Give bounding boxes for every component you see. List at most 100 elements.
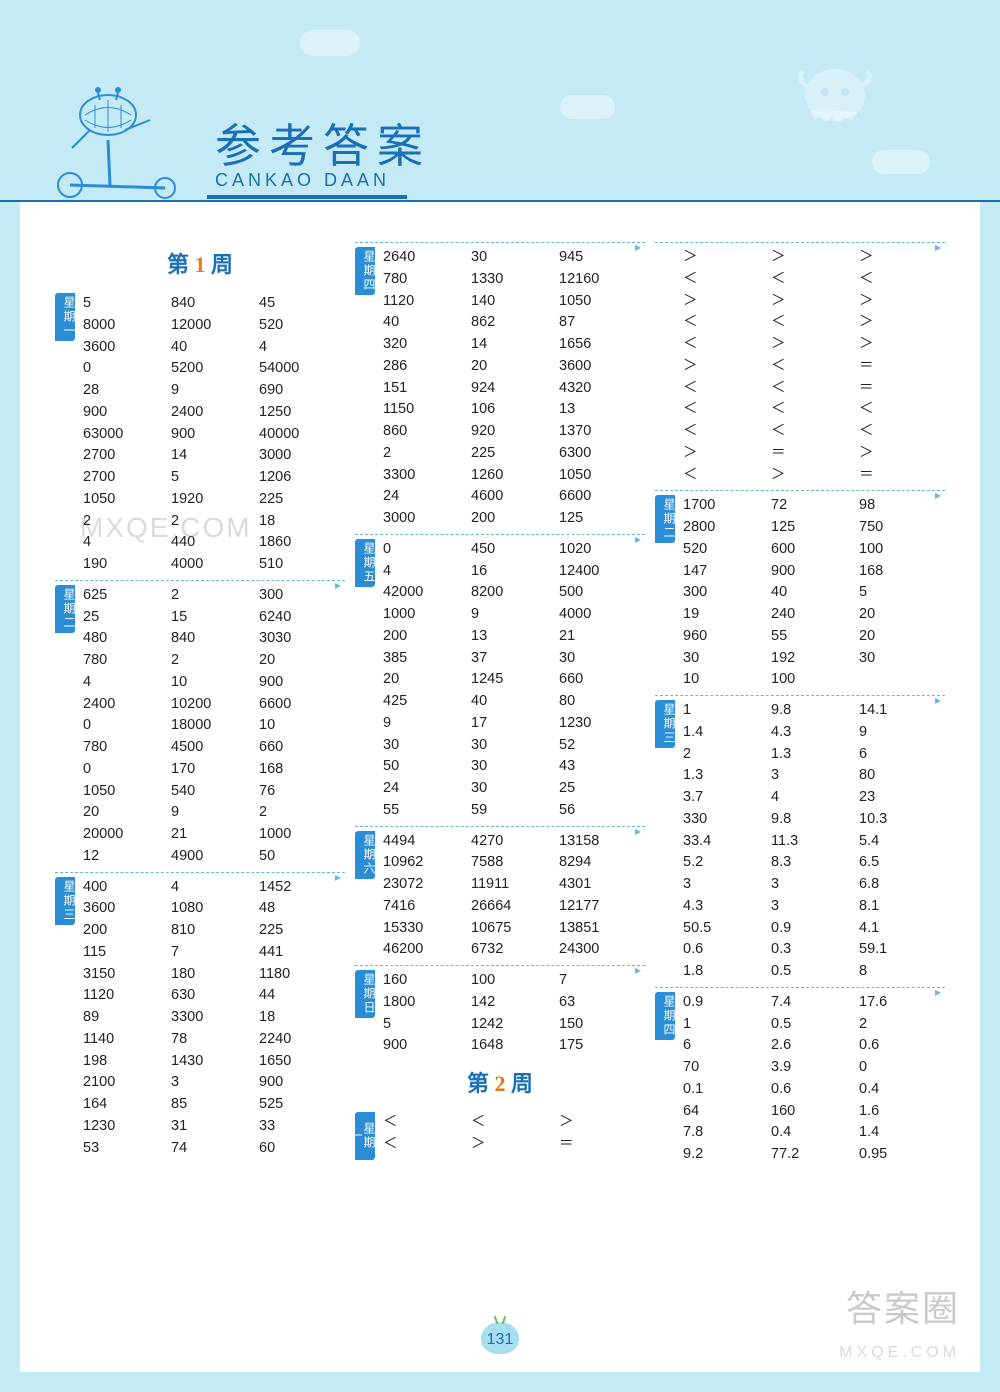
table-row: 0.97.417.6 xyxy=(681,992,945,1014)
arrow-icon: ▸ xyxy=(935,238,941,256)
table-row: 270051206 xyxy=(81,467,345,489)
table-row: 7804500660 xyxy=(81,737,345,759)
day-section: ▸星期二170072982800125750520600100147900168… xyxy=(655,490,945,695)
table-row: ＜＜＜ xyxy=(681,269,945,291)
table-row: ＜＞＝ xyxy=(381,1134,645,1156)
table-row: 2218 xyxy=(81,511,345,533)
arrow-icon: ▸ xyxy=(935,691,941,709)
table-row: 16485525 xyxy=(81,1094,345,1116)
day-section: ▸星期五045010204161240042000820050010009400… xyxy=(355,534,645,826)
table-row: 2400102006600 xyxy=(81,694,345,716)
answer-table: 1601007180014263512421509001648175 xyxy=(381,970,645,1057)
day-section: ▸星期四0.97.417.610.5262.60.6703.900.10.60.… xyxy=(655,987,945,1170)
table-row: 04501020 xyxy=(381,539,645,561)
table-row: 1.44.39 xyxy=(681,722,945,744)
table-row: 1.3380 xyxy=(681,765,945,787)
table-row: 19.814.1 xyxy=(681,700,945,722)
table-row: 1140782240 xyxy=(81,1029,345,1051)
table-row: 503043 xyxy=(381,756,645,778)
table-row: 115010613 xyxy=(381,399,645,421)
robot-icon xyxy=(50,70,190,200)
table-row: 703.90 xyxy=(681,1057,945,1079)
table-row: 9605520 xyxy=(681,626,945,648)
week-title: 第 1 周 xyxy=(55,248,345,281)
page-header: 参考答案 CANKAO DAAN xyxy=(0,0,1000,202)
table-row: 330012601050 xyxy=(381,465,645,487)
table-row: 420008200500 xyxy=(381,582,645,604)
table-row: 1924020 xyxy=(681,604,945,626)
day-tag: 星期四 xyxy=(355,247,375,295)
table-row: 1.80.58 xyxy=(681,961,945,983)
table-row: 46200673224300 xyxy=(381,939,645,961)
day-tag: 星期一 xyxy=(55,293,75,341)
table-row: 105054076 xyxy=(81,781,345,803)
table-row: 4086287 xyxy=(381,312,645,334)
table-row: 336.8 xyxy=(681,874,945,896)
day-section: ▸星期日1601007180014263512421509001648175 xyxy=(355,965,645,1061)
table-row: 3600404 xyxy=(81,337,345,359)
table-row: 3600108048 xyxy=(81,898,345,920)
table-row: 2001321 xyxy=(381,626,645,648)
answer-column: 第 1 周星期一 58404580001200052036004040520054… xyxy=(55,242,345,1170)
table-row: 1519244320 xyxy=(381,378,645,400)
table-row: 410900 xyxy=(81,672,345,694)
table-row: ＜＜＝ xyxy=(681,378,945,400)
table-row: 2092 xyxy=(81,802,345,824)
table-row: 1601007 xyxy=(381,970,645,992)
table-row: 147900168 xyxy=(681,561,945,583)
table-row: 641601.6 xyxy=(681,1101,945,1123)
table-row: 555956 xyxy=(381,800,645,822)
table-row: 584045 xyxy=(81,293,345,315)
table-row: 6300090040000 xyxy=(81,424,345,446)
table-row: ＜＞＝ xyxy=(681,465,945,487)
table-row: 9001648175 xyxy=(381,1035,645,1057)
table-row: 100094000 xyxy=(381,604,645,626)
table-row: 2800125750 xyxy=(681,517,945,539)
table-row: 41612400 xyxy=(381,561,645,583)
table-row: 286203600 xyxy=(381,356,645,378)
answer-table: 1700729828001257505206001001479001683004… xyxy=(681,495,945,691)
table-row: ＜＜＞ xyxy=(381,1112,645,1134)
table-row: 12490050 xyxy=(81,846,345,868)
table-row: 3853730 xyxy=(381,648,645,670)
table-row: 10.52 xyxy=(681,1014,945,1036)
table-row: 3309.810.3 xyxy=(681,809,945,831)
title-pinyin: CANKAO DAAN xyxy=(215,170,390,191)
table-row: ＜＜＞ xyxy=(681,312,945,334)
table-row: 800012000520 xyxy=(81,315,345,337)
table-row: 21003900 xyxy=(81,1072,345,1094)
day-section: 星期一＜＜＞＜＞＝ xyxy=(355,1108,645,1160)
table-row: ＜＜＜ xyxy=(681,399,945,421)
table-row: 4808403030 xyxy=(81,628,345,650)
table-row: 7.80.41.4 xyxy=(681,1122,945,1144)
arrow-icon: ▸ xyxy=(635,961,641,979)
answer-table: 0450102041612400420008200500100094000200… xyxy=(381,539,645,822)
table-row: 3019230 xyxy=(681,648,945,670)
table-row: 3.7423 xyxy=(681,787,945,809)
table-row: 5.28.36.5 xyxy=(681,852,945,874)
table-row: 1904000510 xyxy=(81,554,345,576)
table-row: 6252300 xyxy=(81,585,345,607)
day-section: ▸星期三19.814.11.44.3921.361.33803.74233309… xyxy=(655,695,945,987)
table-row: ＞＝＞ xyxy=(681,443,945,465)
table-row: 320141656 xyxy=(381,334,645,356)
day-section: ▸星期三400414523600108048200810225115744131… xyxy=(55,872,345,1164)
table-row: 9.277.20.95 xyxy=(681,1144,945,1166)
table-row: 89330018 xyxy=(81,1007,345,1029)
table-row: 289690 xyxy=(81,380,345,402)
day-tag: 星期日 xyxy=(355,970,375,1018)
arrow-icon: ▸ xyxy=(335,576,341,594)
table-row: 1157441 xyxy=(81,942,345,964)
table-row: 180014263 xyxy=(381,992,645,1014)
table-row: 74162666412177 xyxy=(381,896,645,918)
table-row: 780133012160 xyxy=(381,269,645,291)
table-row: ＜＜＜ xyxy=(681,421,945,443)
arrow-icon: ▸ xyxy=(635,238,641,256)
table-row: 520600100 xyxy=(681,539,945,561)
day-tag: 星期六 xyxy=(355,831,375,879)
table-row: 0520054000 xyxy=(81,358,345,380)
table-row: 20000211000 xyxy=(81,824,345,846)
table-row: 2446006600 xyxy=(381,486,645,508)
table-row: 9171230 xyxy=(381,713,645,735)
table-row: 243025 xyxy=(381,778,645,800)
